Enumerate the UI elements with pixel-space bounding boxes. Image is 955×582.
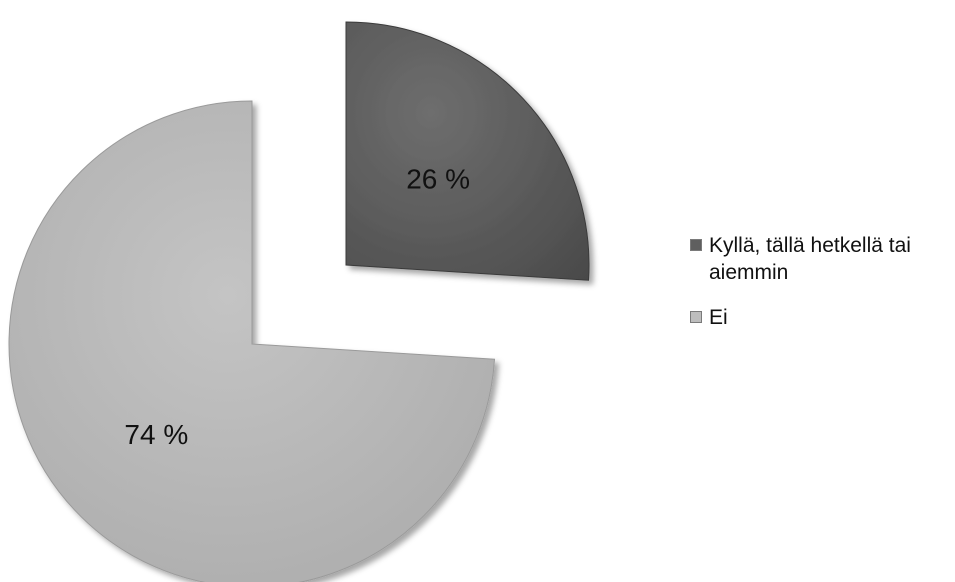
legend-item-kylla: Kyllä, tällä hetkellä tai aiemmin [690,232,952,286]
legend-swatch-kylla [690,239,702,251]
legend: Kyllä, tällä hetkellä tai aiemmin Ei [690,232,952,349]
data-label-ei: 74 % [124,419,188,450]
legend-label-kylla: Kyllä, tällä hetkellä tai aiemmin [709,234,911,284]
legend-item-ei: Ei [690,304,952,331]
slice-kylla [345,21,590,281]
legend-swatch-ei [690,311,702,323]
slice-ei [8,100,496,582]
legend-label-ei: Ei [709,306,728,329]
data-label-kylla: 26 % [406,164,470,195]
